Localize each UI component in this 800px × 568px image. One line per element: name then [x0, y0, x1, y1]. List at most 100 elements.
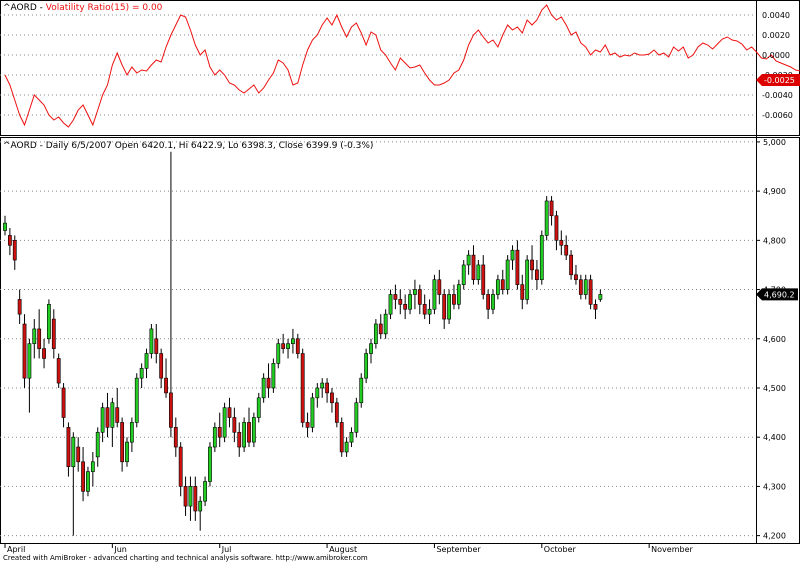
- price-y-tick-label: 4,200: [763, 532, 786, 541]
- candle-body: [222, 407, 227, 438]
- candle-body: [549, 200, 554, 217]
- candle-body: [378, 323, 383, 335]
- candle: [344, 437, 349, 457]
- candle-body: [388, 294, 393, 315]
- candle-body: [354, 402, 359, 433]
- candle-body: [578, 279, 583, 295]
- candle-body: [422, 304, 427, 315]
- candle: [169, 151, 173, 438]
- candle: [398, 289, 403, 315]
- candle-body: [261, 377, 266, 399]
- candle: [134, 373, 139, 428]
- candle-body: [554, 215, 559, 241]
- candle: [295, 333, 300, 359]
- candle-body: [300, 353, 305, 423]
- candle-body: [491, 294, 495, 310]
- price-y-tick-label: 4,800: [763, 236, 786, 245]
- candle-body: [247, 422, 251, 443]
- x-tick-label: Jun: [113, 545, 127, 554]
- candle-body: [544, 200, 549, 236]
- candle-body: [295, 338, 300, 354]
- candle-body: [61, 387, 66, 418]
- candle-body: [81, 461, 85, 492]
- candle-body: [3, 222, 7, 231]
- candle-body: [476, 264, 481, 281]
- candle: [271, 358, 276, 393]
- candle-body: [86, 471, 90, 492]
- candle: [22, 314, 27, 388]
- price-y-tick-label: 4,400: [763, 433, 786, 442]
- candle: [56, 353, 61, 388]
- candle-body: [271, 363, 276, 389]
- vol-y-tick-label: 0.0020: [762, 31, 790, 40]
- candle-body: [569, 254, 573, 276]
- candle: [222, 402, 227, 443]
- candle: [276, 338, 281, 369]
- candle: [349, 427, 354, 448]
- candle-body: [486, 294, 491, 310]
- candle-body: [27, 343, 32, 379]
- candle-body: [51, 318, 56, 349]
- x-tick-label: Jul: [221, 545, 232, 554]
- candle: [417, 284, 422, 315]
- candle-body: [315, 387, 320, 399]
- candle-body: [76, 446, 81, 463]
- vol-y-tick-label: -0.0060: [762, 111, 793, 120]
- candle: [442, 289, 447, 329]
- candle-body: [427, 308, 432, 315]
- candle: [388, 289, 393, 320]
- candle: [100, 402, 105, 443]
- candle: [256, 392, 261, 423]
- candle: [383, 309, 388, 339]
- candle-body: [105, 407, 110, 428]
- candle: [266, 363, 271, 398]
- candle: [81, 447, 85, 502]
- candle-body: [95, 431, 100, 458]
- candle-body: [305, 422, 310, 428]
- candle-body: [178, 446, 183, 487]
- candle: [486, 289, 491, 320]
- candle: [471, 245, 476, 285]
- x-tick-label: April: [7, 545, 25, 554]
- candle-body: [583, 279, 588, 295]
- candle: [320, 378, 325, 398]
- candle-body: [66, 427, 71, 468]
- candle: [193, 476, 198, 521]
- candle-body: [100, 407, 105, 433]
- candle: [129, 417, 134, 452]
- candle-body: [574, 274, 578, 281]
- candle: [37, 309, 42, 359]
- candle: [183, 476, 188, 516]
- candle-body: [120, 422, 125, 463]
- candle: [598, 289, 603, 302]
- candle-body: [56, 358, 61, 384]
- candle: [330, 387, 334, 413]
- candle: [583, 274, 588, 300]
- candle-body: [442, 294, 447, 320]
- candle-body: [154, 338, 159, 354]
- candle-body: [320, 382, 325, 389]
- candle: [569, 250, 573, 280]
- candle-body: [266, 377, 271, 389]
- candle: [393, 284, 398, 310]
- candle: [364, 348, 369, 384]
- candle-body: [198, 500, 203, 512]
- candle-body: [42, 348, 46, 359]
- candle-body: [12, 240, 17, 261]
- candle: [217, 412, 222, 448]
- candle: [334, 397, 339, 428]
- candle-body: [188, 486, 193, 507]
- candle-body: [369, 343, 373, 354]
- candle: [154, 324, 159, 364]
- candle: [325, 378, 329, 403]
- candle-body: [22, 323, 27, 379]
- candle: [481, 255, 486, 300]
- candle: [105, 392, 110, 438]
- candle-body: [559, 240, 564, 246]
- candle: [354, 397, 359, 438]
- candle: [164, 358, 168, 398]
- candle-body: [286, 343, 290, 349]
- candle-body: [500, 279, 505, 290]
- candle-body: [593, 304, 598, 310]
- candle-body: [598, 294, 603, 300]
